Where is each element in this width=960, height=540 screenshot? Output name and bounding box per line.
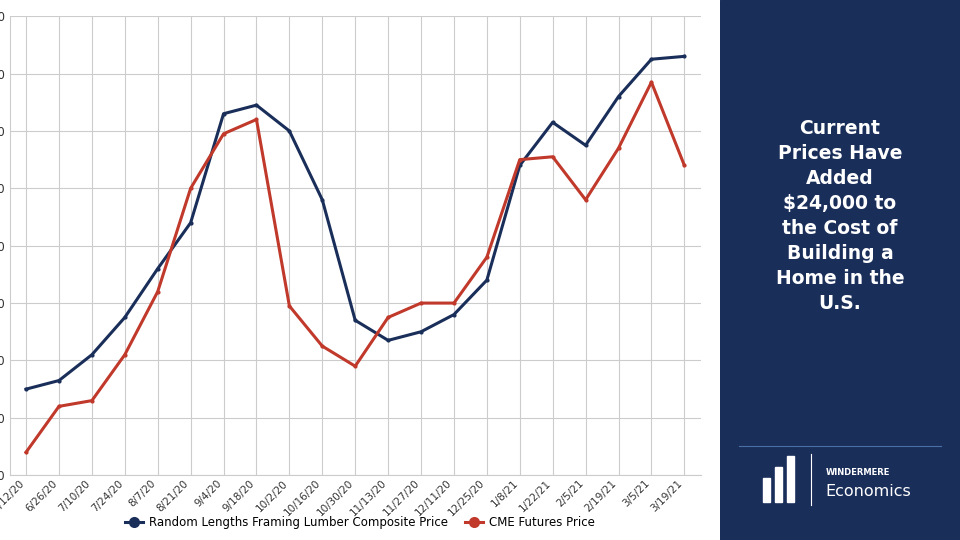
Bar [763, 478, 771, 502]
Bar [787, 456, 795, 502]
Text: Economics: Economics [826, 484, 911, 499]
Legend: Random Lengths Framing Lumber Composite Price, CME Futures Price: Random Lengths Framing Lumber Composite … [120, 512, 600, 534]
Bar [776, 467, 782, 502]
Text: WINDERMERE: WINDERMERE [826, 468, 890, 477]
Text: Current
Prices Have
Added
$24,000 to
the Cost of
Building a
Home in the
U.S.: Current Prices Have Added $24,000 to the… [776, 119, 904, 313]
